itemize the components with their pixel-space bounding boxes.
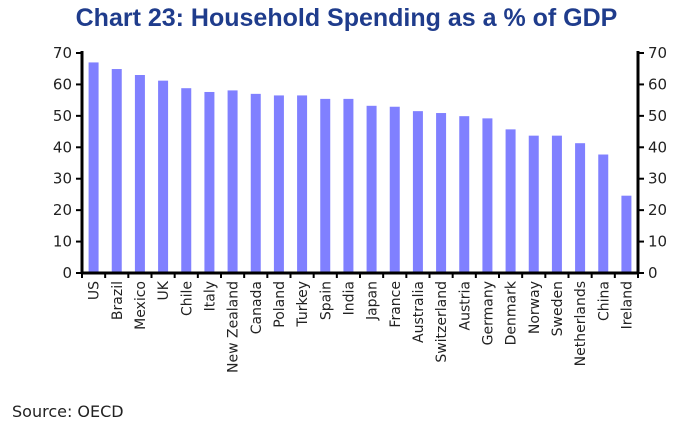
x-tick-label: Australia [411,281,427,343]
x-tick-label: Canada [249,281,265,334]
left-y-tick-label: 30 [53,170,72,188]
x-tick-label: Norway [527,281,543,334]
bar-chile [181,88,192,273]
x-tick-label: India [341,281,357,315]
x-tick-label: Netherlands [573,281,589,366]
bar-denmark [505,129,516,273]
source-note: Source: OECD [12,402,124,421]
bar-italy [204,91,215,273]
bar-australia [412,111,423,274]
right-y-tick-label: 50 [648,107,667,125]
bar-uk [158,80,169,274]
bar-canada [250,93,261,273]
bar-new-zealand [227,90,238,274]
left-y-tick-label: 60 [53,75,72,93]
x-tick-label: UK [156,280,172,300]
bar-austria [459,116,470,274]
bar-us [88,62,99,273]
bar-chart: US Brazil Mexico UK Chile Italy New Zealand Can… [53,44,667,373]
x-tick-label: Mexico [133,281,149,330]
bar-netherlands [575,143,586,273]
bar-brazil [111,69,122,274]
x-tick-label: Germany [480,281,496,345]
right-y-tick-label: 40 [648,138,667,156]
x-tick-label: France [388,281,404,328]
right-y-tick-label: 10 [648,233,667,251]
bar-japan [366,105,377,273]
x-tick-label: China [596,281,612,321]
left-y-tick-label: 40 [53,138,72,156]
x-tick-label: Japan [365,281,381,321]
x-tick-label: Turkey [295,281,311,328]
right-y-tick-label: 70 [648,44,667,62]
bar-france [389,106,400,273]
bar-turkey [297,95,308,273]
right-y-tick-label: 0 [648,264,658,282]
x-tick-label: US [87,281,103,300]
left-y-tick-label: 0 [62,264,72,282]
left-y-tick-label: 20 [53,201,72,219]
x-tick-label: Switzerland [434,281,450,363]
bar-ireland [621,195,632,273]
x-tick-label: Poland [272,281,288,328]
bar-norway [528,135,539,273]
bar-switzerland [436,113,447,274]
bar-india [343,98,354,273]
x-tick-label: Italy [202,281,218,311]
x-tick-label: Ireland [619,281,635,329]
bar-germany [482,118,493,273]
x-tick-label: Sweden [550,281,566,336]
chart-title: Chart 23: Household Spending as a % of G… [75,4,618,32]
right-y-tick-label: 60 [648,75,667,93]
bar-spain [320,98,331,273]
x-tick-label: Spain [318,281,334,320]
bar-poland [273,95,284,273]
x-tick-label: Chile [179,281,195,316]
right-y-tick-label: 30 [648,170,667,188]
bar-sweden [551,135,562,273]
x-tick-label: New Zealand [226,281,242,373]
left-y-tick-label: 50 [53,107,72,125]
x-tick-label: Austria [457,281,473,330]
left-y-tick-label: 70 [53,44,72,62]
x-tick-label: Denmark [504,280,520,345]
left-y-tick-label: 10 [53,233,72,251]
bar-mexico [134,75,145,273]
bar-china [598,154,609,273]
x-tick-label: Brazil [110,281,126,320]
right-y-tick-label: 20 [648,201,667,219]
